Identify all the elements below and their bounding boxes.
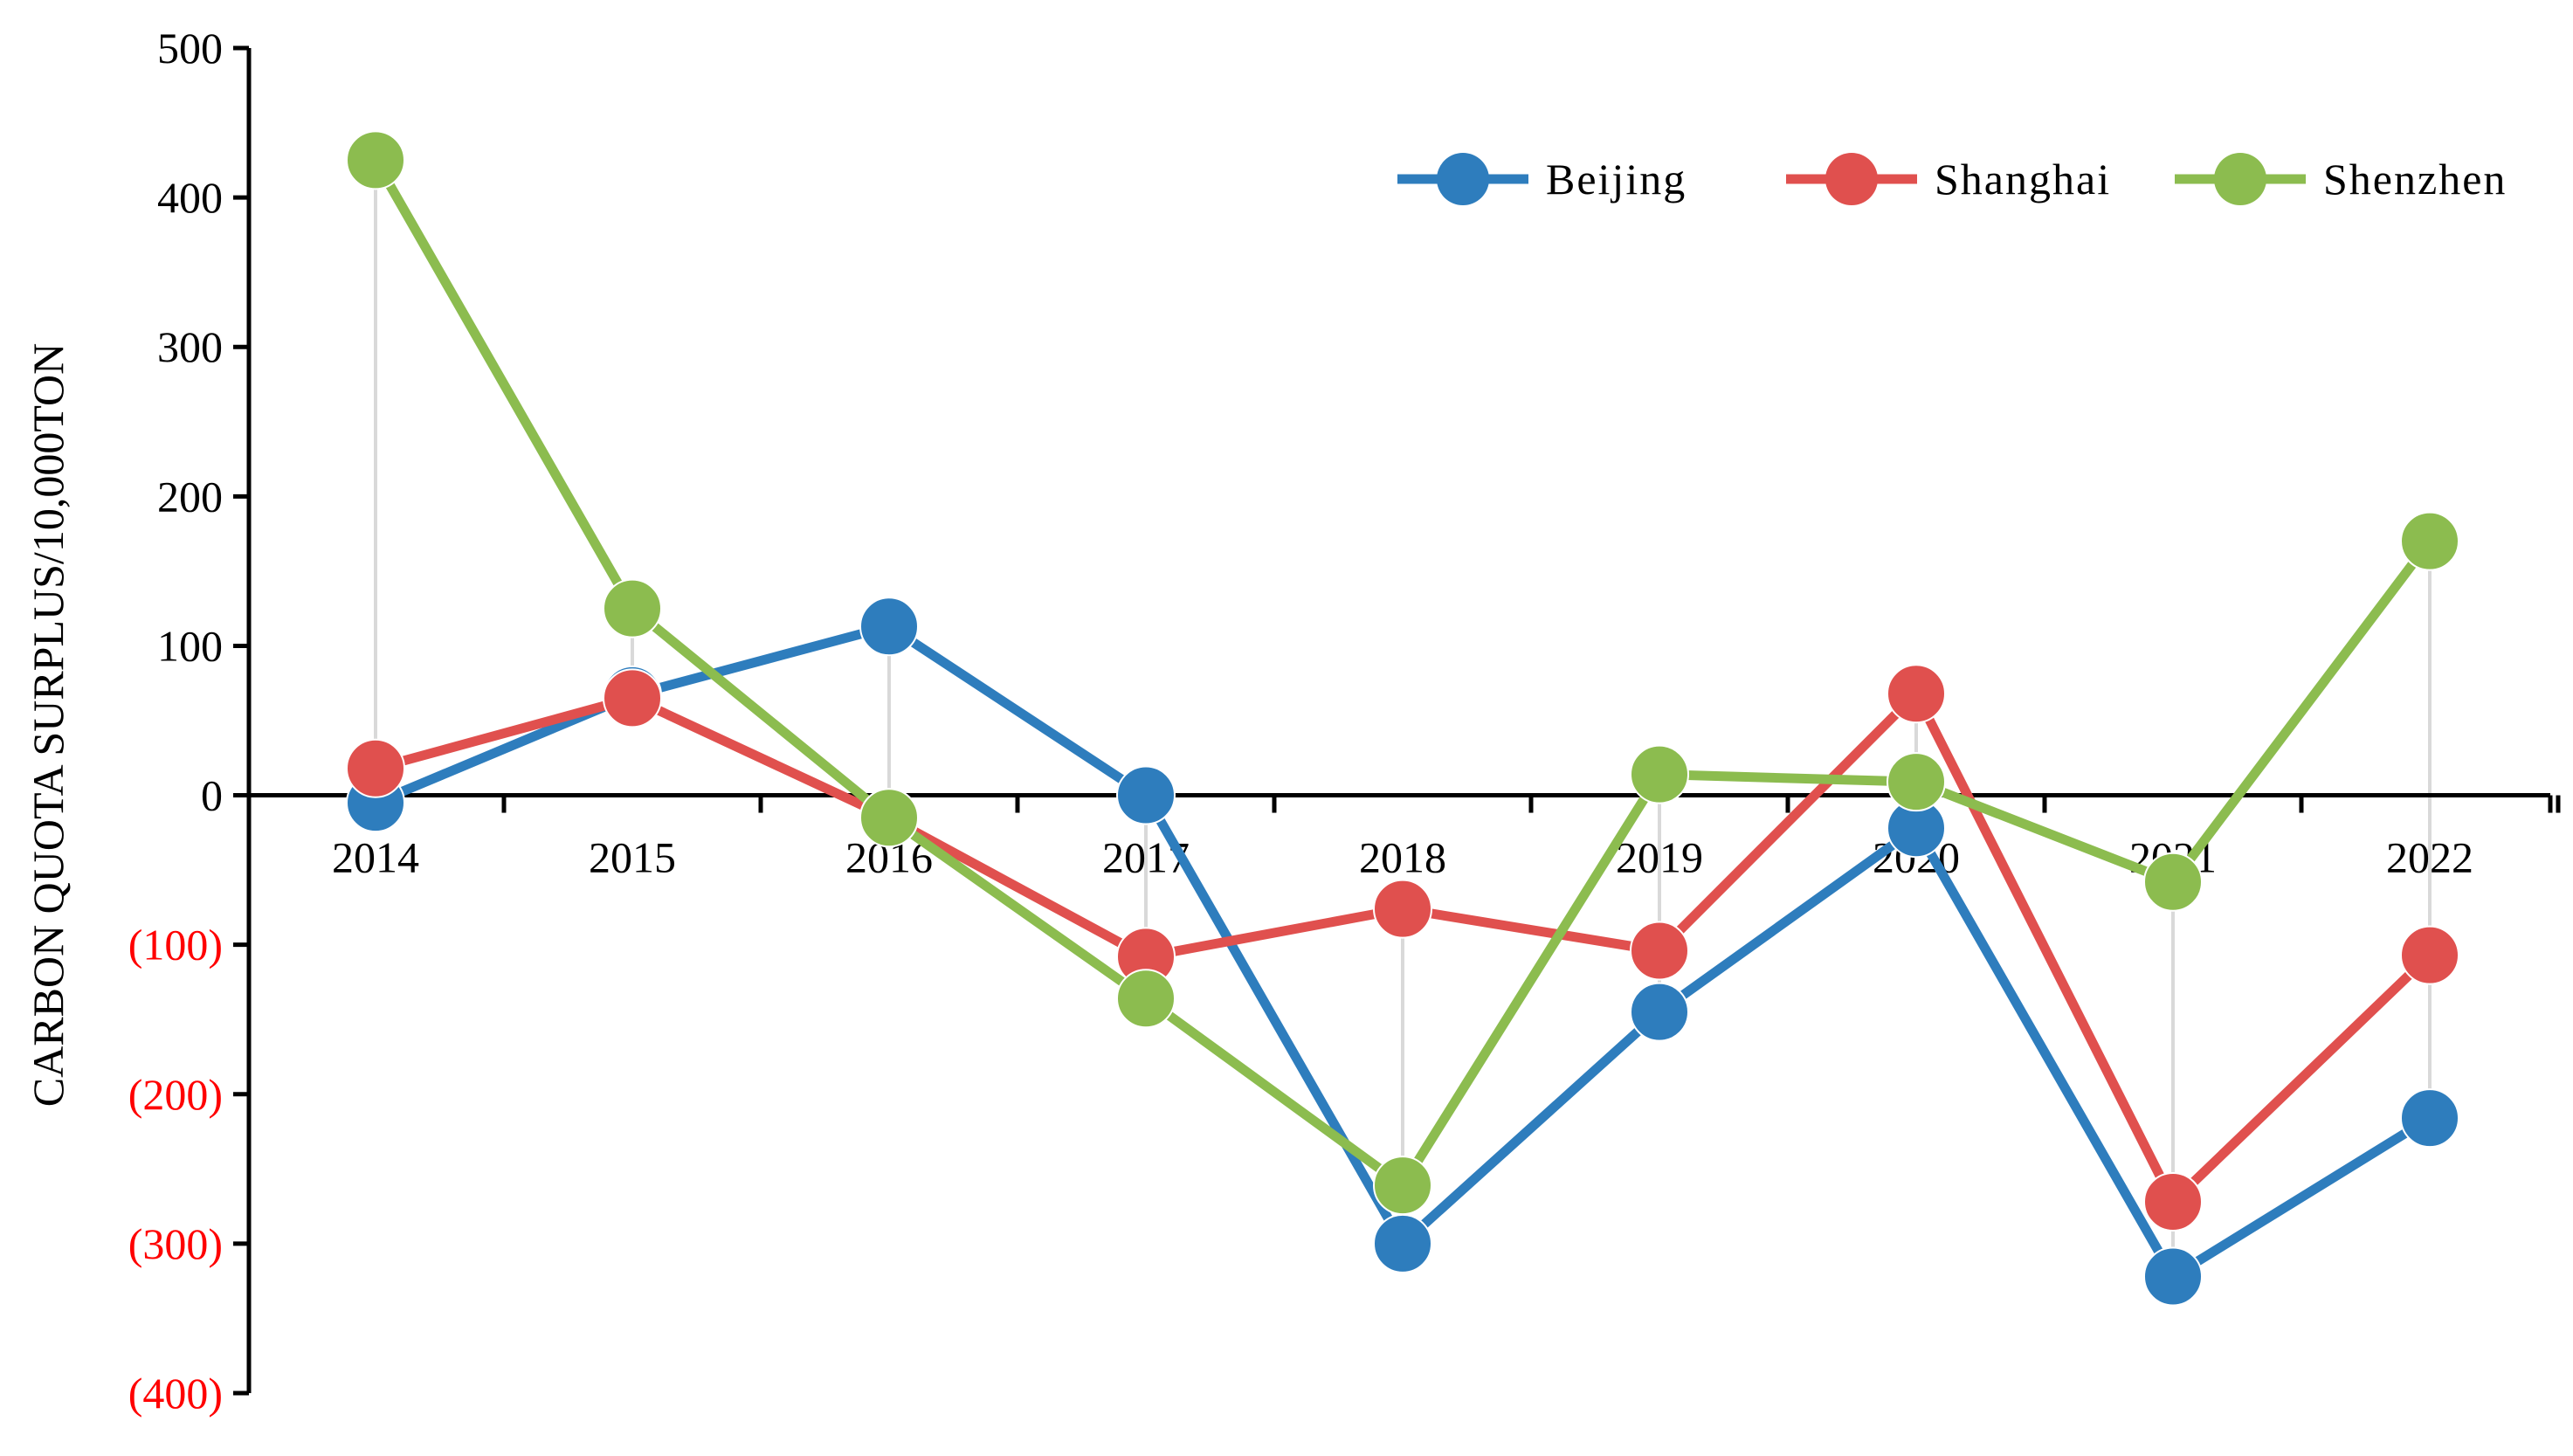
legend-label-beijing: Beijing xyxy=(1546,155,1687,204)
legend: Beijing Shanghai Shenzhen xyxy=(1397,153,2507,205)
y-tick-label: 400 xyxy=(157,173,223,222)
data-point-shenzhen xyxy=(859,788,919,848)
y-tick-label: 500 xyxy=(157,24,223,72)
data-point-shenzhen xyxy=(1373,1156,1432,1216)
data-point-beijing xyxy=(1630,982,1689,1042)
data-point-shenzhen xyxy=(1116,969,1176,1029)
y-tick-label: 200 xyxy=(157,472,223,521)
x-tick-label: 2019 xyxy=(1616,833,1703,882)
data-point-shenzhen xyxy=(1887,752,1946,812)
y-tick-label: 100 xyxy=(157,621,223,670)
legend-swatch-marker xyxy=(1437,153,1489,205)
data-point-shenzhen xyxy=(346,130,405,190)
data-point-beijing xyxy=(2143,1246,2203,1307)
legend-label-shanghai: Shanghai xyxy=(1935,155,2111,204)
y-tick-label: (200) xyxy=(128,1070,223,1119)
data-point-beijing xyxy=(2400,1088,2459,1149)
data-point-shanghai xyxy=(346,738,405,798)
data-point-shenzhen xyxy=(2400,511,2459,571)
x-tick-label: 2014 xyxy=(332,833,419,882)
data-point-shanghai xyxy=(2143,1171,2203,1232)
data-point-beijing xyxy=(1373,1213,1432,1273)
data-point-shanghai xyxy=(603,668,662,728)
legend-swatch-marker xyxy=(2214,153,2266,205)
data-point-beijing xyxy=(859,597,919,657)
series-layer xyxy=(346,130,2459,1307)
x-tick-label: 2018 xyxy=(1359,833,1446,882)
data-point-beijing xyxy=(1116,765,1176,825)
droplines-layer xyxy=(374,160,2432,1277)
y-tick-label: (100) xyxy=(128,921,223,970)
x-tick-label: 2022 xyxy=(2386,833,2473,882)
data-point-shenzhen xyxy=(1630,744,1689,804)
x-tick-label: 2015 xyxy=(589,833,676,882)
data-point-shenzhen xyxy=(2143,852,2203,912)
data-point-shanghai xyxy=(1887,664,1946,724)
data-point-shenzhen xyxy=(603,578,662,638)
data-point-shanghai xyxy=(2400,925,2459,985)
y-tick-label: 0 xyxy=(201,771,223,820)
data-point-shanghai xyxy=(1373,879,1432,939)
data-point-shanghai xyxy=(1630,921,1689,981)
legend-swatch-marker xyxy=(1825,153,1878,205)
legend-label-shenzhen: Shenzhen xyxy=(2323,155,2507,204)
y-axis-title: CARBON QUOTA SURPLUS/10,000TON xyxy=(24,343,72,1107)
y-tick-label: (300) xyxy=(128,1219,223,1268)
y-tick-label: 300 xyxy=(157,322,223,371)
y-tick-label: (400) xyxy=(128,1369,223,1418)
